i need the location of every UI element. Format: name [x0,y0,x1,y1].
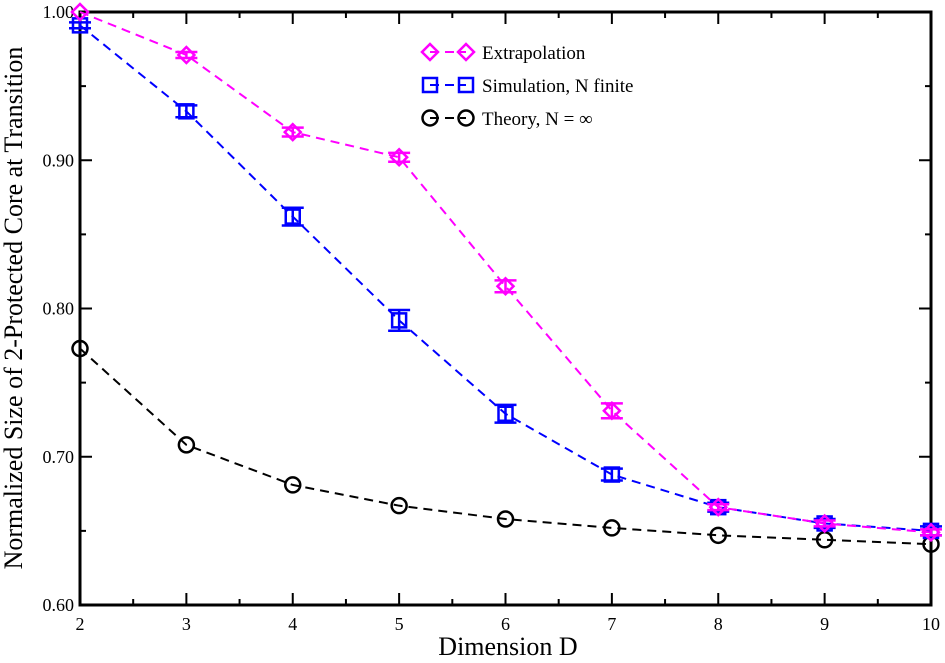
x-tick-label: 2 [76,614,85,634]
data-point [178,103,195,120]
data-point [814,513,835,534]
series-circle [71,339,940,553]
legend-marker [457,109,475,127]
y-tick-label: 1.00 [43,2,75,22]
series-line [79,347,932,546]
x-tick-label: 9 [820,614,829,634]
legend-entry-square: Simulation, N finite [421,76,633,97]
data-point [496,510,515,528]
data-point [390,312,408,329]
data-point [603,519,621,537]
x-tick-label: 7 [607,614,616,634]
series-line [79,11,932,534]
y-tick-label: 0.70 [43,447,75,467]
x-tick-label: 4 [288,614,297,634]
x-tick-label: 5 [395,614,404,634]
y-tick-label: 0.90 [43,150,75,170]
data-point [176,45,197,65]
legend-marker [421,76,439,94]
data-point [282,122,303,142]
data-point [177,436,196,454]
data-point [389,147,409,168]
x-tick-label: 8 [714,614,723,634]
legend: Extrapolation Simulation, N finite Theory,… [420,42,633,130]
x-tick-label: 6 [501,614,510,634]
data-point [602,401,622,421]
legend-entry-circle: Theory, N = ∞ [421,109,593,130]
y-tick-label: 0.60 [43,595,75,615]
data-point [921,522,941,543]
x-tick-label: 10 [922,614,940,634]
series-diamond [70,2,942,543]
x-tick-label: 3 [182,614,191,634]
data-point [70,2,90,22]
y-tick-label: 0.80 [43,299,75,319]
data-point [284,208,301,225]
legend-label: Extrapolation [482,43,586,64]
x-axis-title: Dimension D [438,632,577,661]
data-point [71,339,89,358]
data-point [708,497,729,517]
legend-marker [421,109,439,127]
data-point [709,526,727,545]
plot-frame [78,10,933,607]
legend-marker [457,76,475,94]
y-axis-title: Normalized Size of 2-Protected Core at T… [0,47,28,570]
legend-marker [420,42,440,62]
data-point [603,466,621,483]
data-point [284,476,302,494]
legend-marker [456,42,476,62]
legend-label: Simulation, N finite [482,76,633,97]
legend-label: Theory, N = ∞ [482,109,593,130]
data-point [390,496,408,515]
legend-entry-diamond: Extrapolation [420,42,586,64]
data-point [497,405,514,423]
data-point [495,276,516,297]
